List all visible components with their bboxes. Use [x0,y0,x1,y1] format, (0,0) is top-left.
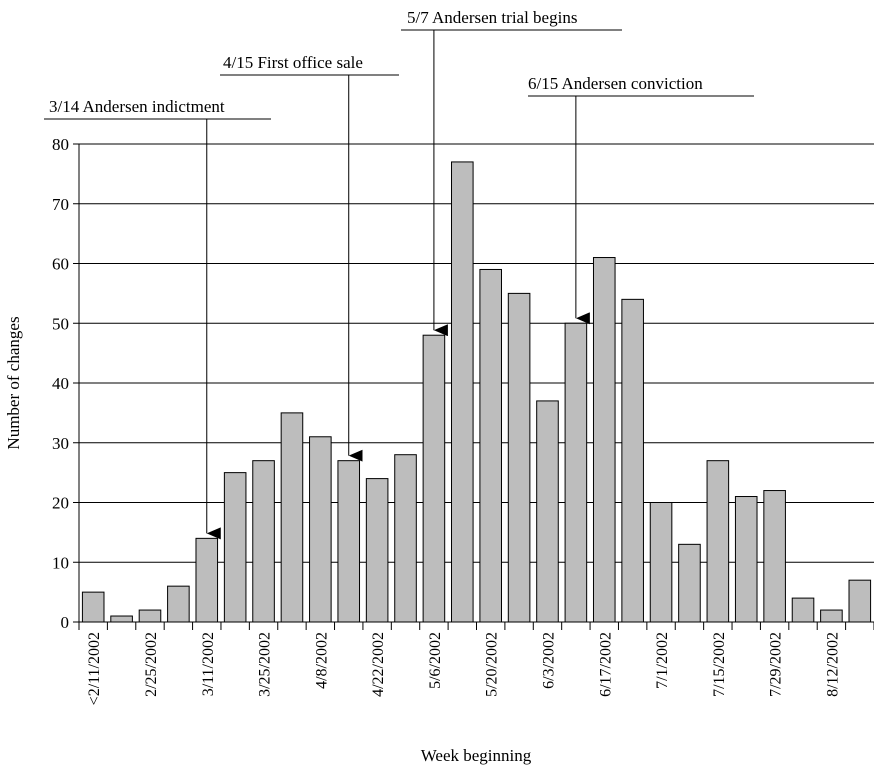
bar [167,585,190,623]
bar [592,257,616,623]
bars [81,161,872,623]
annotations: 3/14 Andersen indictment 4/15 First offic… [44,8,754,540]
bar [223,472,247,623]
y-tick-label: 40 [52,374,69,393]
y-tick-label: 10 [52,553,69,572]
bar [422,334,446,623]
bar [649,502,673,623]
bar [706,460,730,623]
annotation-label: 5/7 Andersen trial begins [407,8,577,27]
bar [138,609,162,623]
x-tick-label: 3/11/2002 [200,632,217,696]
bar [337,460,361,623]
x-tick-label: 4/8/2002 [313,632,330,689]
y-tick-label: 20 [52,494,69,513]
x-tick-label: 2/25/2002 [143,632,160,697]
x-tick-label: 4/22/2002 [370,632,387,697]
y-tick-label: 60 [52,255,69,274]
x-tick-label: 7/29/2002 [768,632,785,697]
annotation-label: 3/14 Andersen indictment [49,97,225,116]
annotation-label: 4/15 First office sale [223,53,363,72]
bar [309,436,332,623]
bar [451,161,474,623]
x-tick-label: <2/11/2002 [86,632,103,705]
bar [479,268,502,623]
bar [678,543,701,623]
bar [394,454,417,623]
y-axis-label: Number of changes [4,316,23,449]
bar [252,460,275,623]
x-tick-label: 5/6/2002 [427,632,444,689]
bar [81,591,105,623]
gridlines [79,143,874,563]
y-tick-label: 0 [61,613,70,632]
axes: 0 10 20 30 40 50 60 70 80 <2/11/2002 2/25/2002 3/11… [52,135,874,705]
x-axis-label: Week beginning [421,746,532,765]
bar [734,496,758,623]
x-tick-label: 6/3/2002 [540,632,557,689]
bar [791,597,815,623]
x-tick-label: 7/15/2002 [711,632,728,697]
bar [110,615,133,623]
bar [507,292,531,623]
y-tick-label: 30 [52,434,69,453]
annotation-label: 6/15 Andersen conviction [528,74,703,93]
y-tick-label: 50 [52,314,69,333]
bar [564,322,588,623]
bar [195,537,219,623]
y-tick-label: 80 [52,135,69,154]
bar [536,400,559,623]
bar [763,490,786,623]
x-tick-label: 8/12/2002 [824,632,841,697]
bar [280,412,304,623]
x-tick-label: 7/1/2002 [654,632,671,689]
x-tick-label: 5/20/2002 [484,632,501,697]
x-tick-label: 6/17/2002 [597,632,614,697]
y-tick-label: 70 [52,195,69,214]
bar [820,609,843,623]
bar [621,298,644,623]
bar [848,579,872,623]
bar [365,478,389,623]
x-tick-label: 3/25/2002 [257,632,274,697]
